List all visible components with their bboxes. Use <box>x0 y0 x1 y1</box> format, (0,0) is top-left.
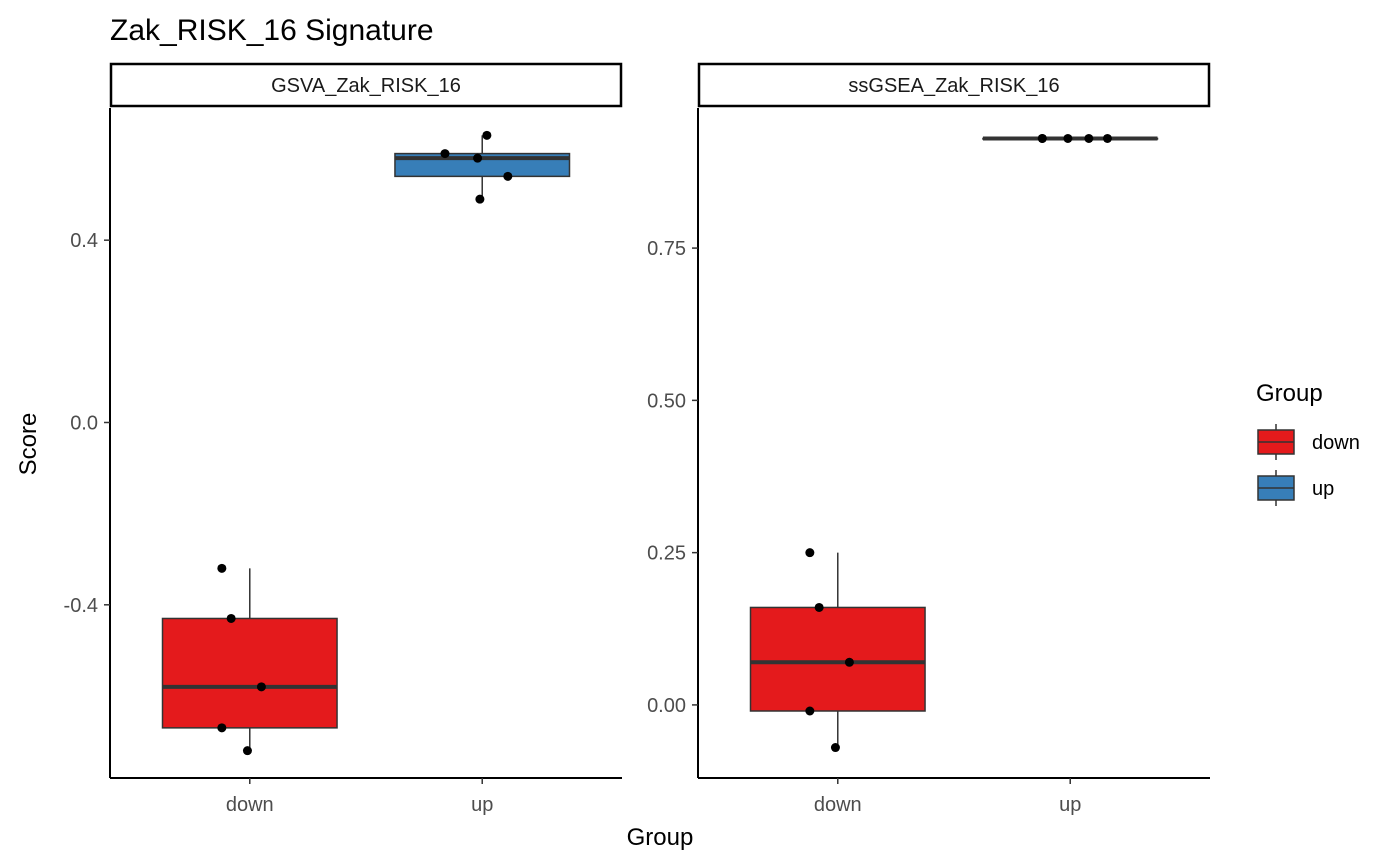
box-body <box>161 617 338 729</box>
x-tick-label: up <box>471 794 493 816</box>
data-point <box>805 548 815 558</box>
box-down <box>749 548 926 753</box>
y-tick-label: 0.25 <box>647 543 686 565</box>
y-tick-label: 0.0 <box>70 412 98 434</box>
x-tick-label: up <box>1059 794 1081 816</box>
x-axis-title: Group <box>627 824 694 851</box>
data-point <box>1084 133 1094 143</box>
strip-box <box>697 62 1211 108</box>
data-point <box>830 743 840 753</box>
x-tick-label: down <box>226 794 274 816</box>
y-tick-label: 0.50 <box>647 390 686 412</box>
legend-items: down up <box>1257 424 1360 506</box>
data-point <box>482 130 492 140</box>
strip-label: ssGSEA_Zak_RISK_16 <box>848 75 1059 97</box>
y-tick-label: 0.00 <box>647 695 686 717</box>
strip-box <box>109 62 623 108</box>
panel-0: GSVA_Zak_RISK_16 -0.4 0.0 0.4 down up <box>64 62 623 816</box>
data-point <box>1037 133 1047 143</box>
box-up <box>394 130 571 204</box>
data-point <box>226 613 236 623</box>
data-point <box>473 153 483 163</box>
x-tick-label: down <box>814 794 862 816</box>
panel-1: ssGSEA_Zak_RISK_16 0.00 0.25 0.50 0.75 down up <box>647 62 1211 816</box>
legend-item-up: up <box>1257 470 1334 506</box>
data-point <box>814 602 824 612</box>
strip-label: GSVA_Zak_RISK_16 <box>271 75 461 97</box>
data-point <box>256 682 266 692</box>
legend-label: down <box>1312 432 1360 454</box>
box-body <box>749 606 926 712</box>
legend-title: Group <box>1256 380 1323 407</box>
data-point <box>217 563 227 573</box>
data-point <box>475 194 485 204</box>
chart-title: Zak_RISK_16 Signature <box>110 14 434 47</box>
y-tick-label: 0.4 <box>70 230 98 252</box>
data-point <box>242 746 252 756</box>
data-point <box>1063 133 1073 143</box>
data-point <box>440 149 450 159</box>
box-up <box>982 133 1159 143</box>
data-point <box>844 657 854 667</box>
data-point <box>1102 133 1112 143</box>
legend-item-down: down <box>1257 424 1360 460</box>
y-tick-label: 0.75 <box>647 238 686 260</box>
data-point <box>503 171 513 181</box>
legend: Group down up <box>1256 380 1360 506</box>
legend-label: up <box>1312 478 1334 500</box>
y-axis-title: Score <box>15 413 42 476</box>
data-point <box>805 706 815 716</box>
y-tick-label: -0.4 <box>64 595 98 617</box>
box-down <box>161 563 338 756</box>
data-point <box>217 723 227 733</box>
